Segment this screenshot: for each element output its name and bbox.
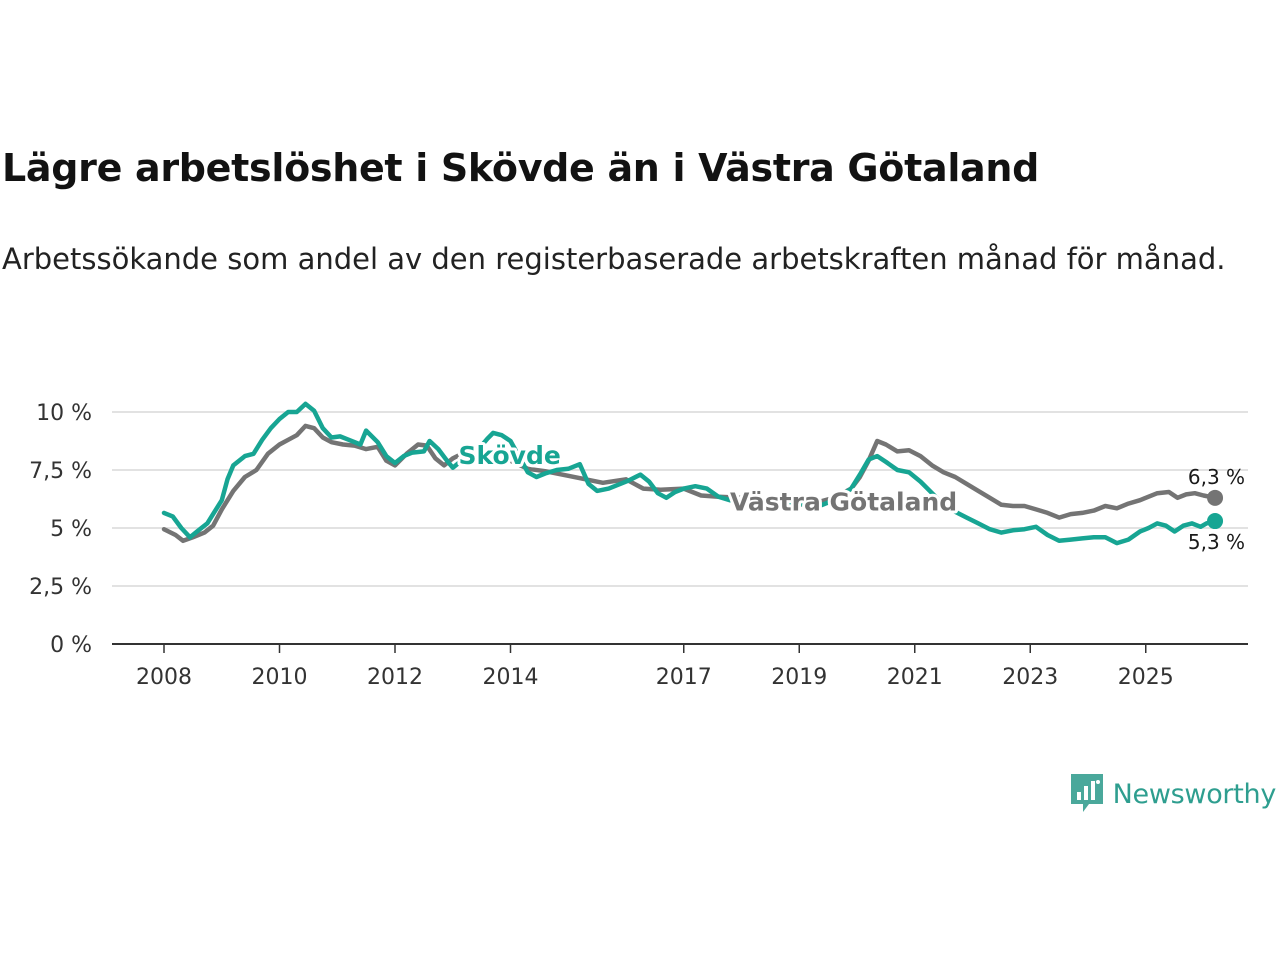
x-tick-label: 2014	[483, 665, 539, 690]
chart-subtitle: Arbetssökande som andel av den registerb…	[2, 242, 1226, 276]
chart-title: Lägre arbetslöshet i Skövde än i Västra …	[2, 146, 1040, 190]
gridlines	[112, 411, 1248, 587]
end-point-v-stra-g-taland	[1207, 489, 1224, 506]
series-label-sk-vde: Skövde	[459, 441, 561, 470]
series-lines	[161, 401, 1224, 546]
series-label-v-stra-g-taland: Västra Götaland	[730, 487, 957, 516]
x-tick-label: 2017	[656, 665, 712, 690]
x-tick-label: 2010	[252, 665, 308, 690]
end-value-label-sk-vde: 5,3 %	[1188, 530, 1245, 554]
y-tick-label: 10 %	[36, 401, 92, 426]
y-tick-label: 5 %	[50, 517, 92, 542]
end-value-label-v-stra-g-taland: 6,3 %	[1188, 465, 1245, 489]
axes: 0 % 2,5 % 5 % 7,5 % 10 % 2008 2010 2012 2014 2017…	[29, 401, 1248, 690]
y-tick-label: 0 %	[50, 633, 92, 658]
x-tick-label: 2025	[1118, 665, 1174, 690]
brand-logo: Newsworthy	[1069, 772, 1276, 816]
y-tick-label: 7,5 %	[29, 459, 92, 484]
series-labels: Västra Götaland 6,3 % Skövde 5,3 %	[456, 438, 1246, 554]
series-line-sk-vde	[161, 401, 1218, 546]
x-tick-label: 2008	[136, 665, 192, 690]
brand-name: Newsworthy	[1112, 778, 1277, 810]
y-tick-label: 2,5 %	[29, 575, 92, 600]
x-tick-label: 2012	[367, 665, 423, 690]
x-tick-label: 2021	[887, 665, 943, 690]
series-line-v-stra-g-taland	[161, 423, 1218, 544]
x-tick-label: 2023	[1002, 665, 1058, 690]
end-point-sk-vde	[1207, 513, 1224, 530]
x-tick-label: 2019	[771, 665, 827, 690]
newsworthy-logo-icon	[1070, 774, 1103, 812]
